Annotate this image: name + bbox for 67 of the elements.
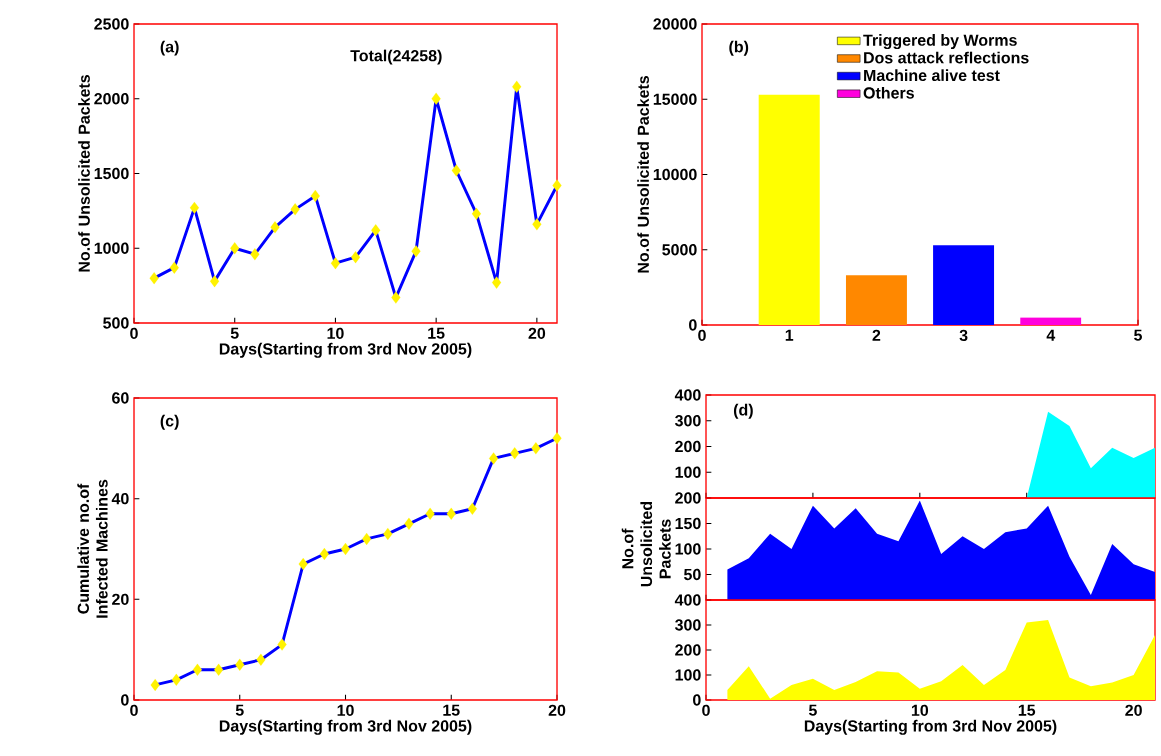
legend-label: Machine alive test: [864, 69, 1000, 82]
x-tick-label: 2: [872, 329, 881, 341]
y-tick-label: 100: [675, 669, 701, 681]
y-tick-label: 500: [103, 317, 129, 329]
y-tick-label: 200: [675, 492, 701, 504]
y-tick-label: 15000: [653, 93, 697, 105]
x-tick-label: 20: [528, 327, 546, 340]
x-tick-label: 5: [1134, 329, 1142, 341]
bar: [933, 245, 995, 325]
y-tick-label: 5000: [662, 244, 697, 256]
x-tick-label: 15: [1018, 704, 1036, 716]
y-tick-label: 0: [689, 319, 697, 331]
bar: [758, 94, 820, 325]
x-tick-label: 15: [443, 704, 460, 716]
x-tick-label: 20: [548, 704, 566, 717]
x-tick-label: 0: [702, 704, 710, 717]
x-tick-label: 5: [230, 327, 239, 339]
x-tick-label: 5: [808, 704, 817, 716]
x-axis-title: Days(Starting from 3rd Nov 2005): [219, 719, 472, 735]
x-tick-label: 10: [911, 704, 929, 717]
y-tick-label: 100: [675, 466, 701, 478]
legend-label: Others: [863, 86, 914, 99]
y-tick-label: 2500: [94, 18, 129, 30]
annotation: (b): [729, 40, 749, 56]
y-tick-label: 20000: [653, 18, 697, 30]
y-axis-title: No.of Unsolicited Packets: [637, 76, 649, 273]
legend-label: Triggered by Worms: [863, 34, 1017, 50]
x-tick-label: 0: [130, 704, 138, 717]
y-tick-label: 2000: [94, 93, 129, 105]
y-tick-label: 20: [112, 593, 129, 605]
x-tick-label: 20: [1125, 704, 1142, 717]
y-axis-title: Cumulative no.of Infected Machines: [77, 479, 108, 618]
y-axis-title: No.of Unsolicited Packets: [78, 75, 90, 272]
annotation: (d): [733, 403, 753, 419]
y-tick-label: 200: [675, 644, 701, 656]
y-axis-title: No.of Unsolicited Packets: [621, 502, 671, 587]
x-tick-label: 3: [959, 329, 968, 342]
y-tick-label: 150: [675, 517, 701, 530]
annotation: (c): [160, 414, 179, 430]
annotation: Total(24258): [350, 49, 442, 65]
bar: [845, 275, 907, 325]
y-tick-label: 10000: [653, 168, 697, 181]
x-axis-title: Days(Starting from 3rd Nov 2005): [804, 719, 1057, 735]
y-tick-label: 1000: [94, 242, 129, 254]
x-tick-label: 4: [1046, 329, 1056, 341]
y-tick-label: 400: [674, 389, 701, 401]
y-tick-label: 40: [111, 493, 129, 505]
y-tick-label: 100: [675, 543, 701, 555]
x-tick-label: 10: [327, 327, 344, 340]
x-tick-label: 0: [130, 327, 138, 340]
y-tick-label: 50: [684, 568, 701, 581]
bar: [1020, 317, 1082, 325]
x-axis-title: Days(Starting from 3rd Nov 2005): [219, 342, 472, 358]
y-tick-label: 60: [112, 392, 129, 404]
x-tick-label: 10: [337, 704, 354, 717]
y-tick-label: 0: [693, 694, 701, 706]
y-tick-label: 1500: [94, 167, 129, 180]
y-tick-label: 400: [674, 594, 701, 606]
x-tick-label: 15: [428, 327, 445, 339]
y-tick-label: 300: [674, 619, 701, 631]
annotation: (a): [160, 40, 179, 56]
legend-label: Dos attack reflections: [864, 51, 1029, 64]
y-tick-label: 0: [121, 694, 129, 706]
y-tick-label: 200: [675, 440, 701, 453]
y-tick-label: 300: [674, 415, 701, 427]
x-tick-label: 1: [785, 329, 794, 341]
x-tick-label: 5: [235, 704, 244, 716]
